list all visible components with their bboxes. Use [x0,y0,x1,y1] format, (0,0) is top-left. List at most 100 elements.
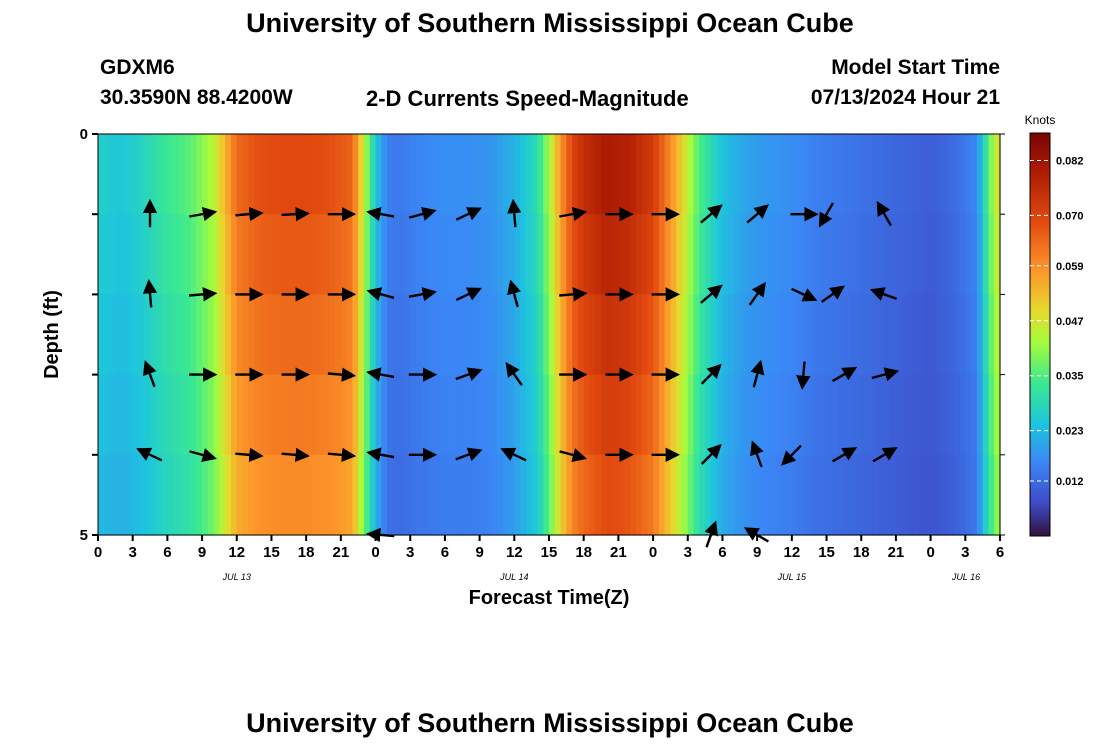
heatmap-cell [138,294,145,376]
heatmap-cell [508,214,515,295]
current-vector-arrow [507,279,521,308]
heatmap-cell [670,134,677,215]
heatmap-cell [335,134,342,215]
heatmap-cell [444,374,452,456]
heatmap-cell [728,374,735,456]
heatmap-cell [213,454,221,536]
heatmap-cell [288,134,296,215]
heatmap-cell [479,214,486,295]
heatmap-cell [277,454,284,536]
heatmap-cell [126,454,134,536]
heatmap-cell [572,134,579,215]
heatmap-cell [878,374,885,456]
heatmap-cell [340,214,348,295]
heatmap-cell [381,454,388,536]
heatmap-cell [439,454,446,536]
heatmap-cell [283,134,290,215]
heatmap-cell [583,214,591,295]
heatmap-cell [814,214,822,295]
heatmap-cell [624,214,631,295]
heatmap-cell [762,134,770,215]
x-tick-label: 9 [753,544,761,561]
heatmap-cell [965,454,972,536]
heatmap-cell [786,294,793,376]
heatmap-cell [832,134,839,215]
colorbar-tick-label: 0.035 [1056,371,1084,383]
heatmap-cell [138,134,145,215]
heatmap-cell [670,454,677,536]
heatmap-cell [543,374,550,456]
heatmap-cell [184,374,192,456]
heatmap-cell [259,214,267,295]
heatmap-cell [358,294,365,376]
heatmap-cell [849,454,857,536]
heatmap-cell [710,214,718,295]
heatmap-cell [624,134,631,215]
heatmap-cell [826,214,833,295]
heatmap-cell [919,214,926,295]
heatmap-cell [653,454,660,536]
heatmap-cell [346,294,354,376]
heatmap-cell [543,134,550,215]
heatmap-cell [843,374,851,456]
heatmap-cell [421,374,429,456]
heatmap-cell [867,134,874,215]
heatmap-cell [213,294,221,376]
heatmap-cell [971,374,978,456]
colorbar-tick-label: 0.012 [1056,476,1084,488]
heatmap-cell [710,134,718,215]
heatmap-cell [629,134,637,215]
current-vector-arrow [327,367,357,382]
heatmap-cell [843,294,851,376]
heatmap-cell [531,214,539,295]
heatmap-cell [433,454,440,536]
heatmap-cell [913,454,920,536]
heatmap-cell [554,374,562,456]
heatmap-cell [601,294,608,376]
heatmap-cell [306,134,313,215]
current-vector-arrow [281,206,310,222]
heatmap-cell [421,214,429,295]
heatmap-cell [323,214,330,295]
heatmap-cell [566,374,573,456]
heatmap-cell [589,374,596,456]
heatmap-cell [311,134,319,215]
heatmap-cell [491,134,498,215]
heatmap-cell [456,294,463,376]
heatmap-cell [369,374,377,456]
heatmap-cell [843,454,851,536]
x-tick-label: 6 [718,544,726,561]
heatmap-cell [427,374,434,456]
current-vector-arrow [876,200,892,227]
x-axis-title: Forecast Time(Z) [469,587,630,609]
heatmap-cell [953,214,961,295]
heatmap-cell [444,214,452,295]
heatmap-cell [791,214,799,295]
heatmap-cell [722,134,729,215]
heatmap-cell [531,294,539,376]
heatmap-cell [549,134,556,215]
heatmap-cell [809,214,816,295]
heatmap-cell [456,454,463,536]
heatmap-cell [901,214,909,295]
heatmap-cell [416,294,423,376]
current-vector-arrow [831,366,858,383]
heatmap-cell [988,454,995,536]
heatmap-cell [277,374,284,456]
heatmap-cell [109,134,116,215]
current-vector-arrow [505,362,523,386]
heatmap-cell [398,134,406,215]
heatmap-cell [248,214,255,295]
heatmap-cell [826,134,833,215]
heatmap-cell [462,294,469,376]
current-vector-arrow [408,206,437,221]
heatmap-cell [167,134,174,215]
heatmap-cell [219,454,226,536]
heatmap-cell [363,454,371,536]
heatmap-cell [826,374,833,456]
heatmap-cell [924,294,932,376]
heatmap-cell [375,374,382,456]
heatmap-cell [514,374,521,456]
heatmap-cell [485,374,492,456]
heatmap-cell [745,214,752,295]
